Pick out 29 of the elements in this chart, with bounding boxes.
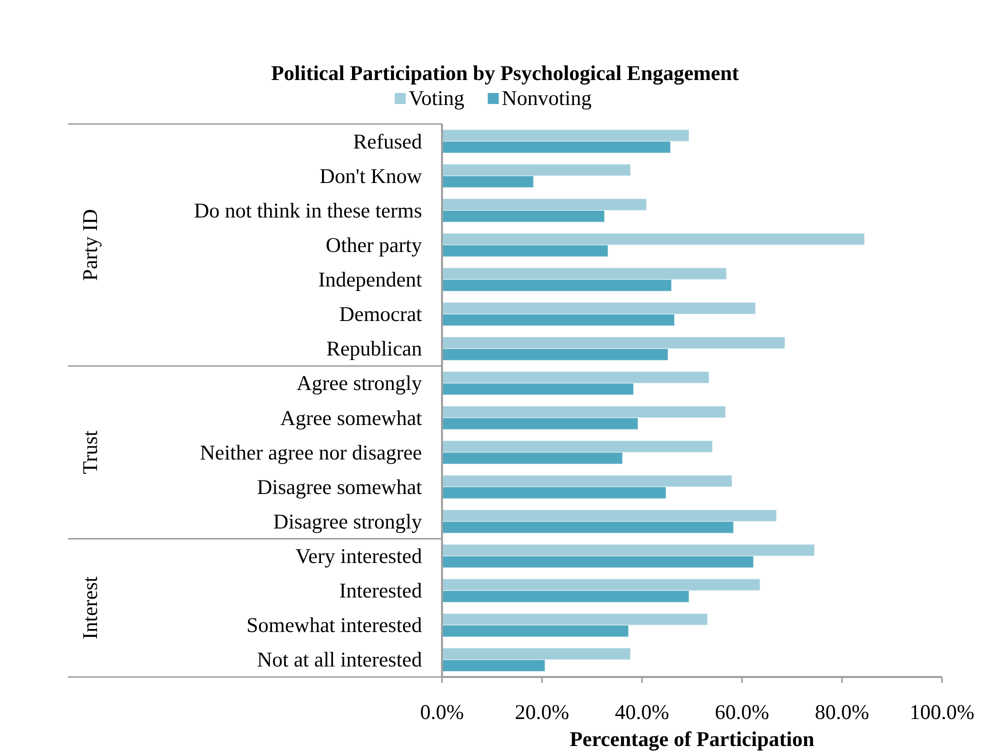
y-tick-label: Agree strongly	[296, 371, 422, 396]
chart-title: Political Participation by Psychological Engagement	[271, 61, 739, 85]
y-tick-label: Disagree somewhat	[256, 474, 422, 499]
text: Interest	[78, 576, 102, 640]
y-tick-label: Republican	[326, 336, 422, 361]
y-tick-label: Do not think in these terms	[194, 198, 422, 222]
y-tick-label: Refused	[353, 129, 422, 154]
y-tick-label: Democrat	[339, 302, 422, 326]
y-tick-label: Agree somewhat	[280, 406, 422, 430]
y-tick-label: Interested	[339, 578, 422, 603]
legend-label: Nonvoting	[502, 86, 592, 110]
text: Party ID	[78, 209, 102, 281]
y-tick-label: Not at all interested	[256, 648, 422, 672]
y-tick-label: Very interested	[295, 544, 422, 568]
y-tick-label: Disagree strongly	[273, 509, 422, 534]
text: Trust	[78, 430, 102, 474]
x-tick-label: 80.0%	[814, 700, 870, 724]
x-tick-label: 0.0%	[420, 700, 464, 724]
y-tick-label: Other party	[326, 232, 422, 257]
y-tick-label: Neither agree nor disagree	[200, 440, 422, 464]
x-tick-label: 60.0%	[714, 700, 770, 724]
y-tick-label: Don't Know	[320, 164, 423, 188]
x-axis-title: Percentage of Participation	[570, 727, 815, 751]
x-tick-label: 20.0%	[514, 700, 570, 724]
legend-label: Voting	[408, 86, 465, 110]
y-tick-label: Somewhat interested	[246, 613, 422, 638]
y-tick-label: Independent	[318, 268, 422, 292]
x-tick-label: 100.0%	[910, 700, 974, 724]
x-tick-label: 40.0%	[614, 700, 670, 724]
